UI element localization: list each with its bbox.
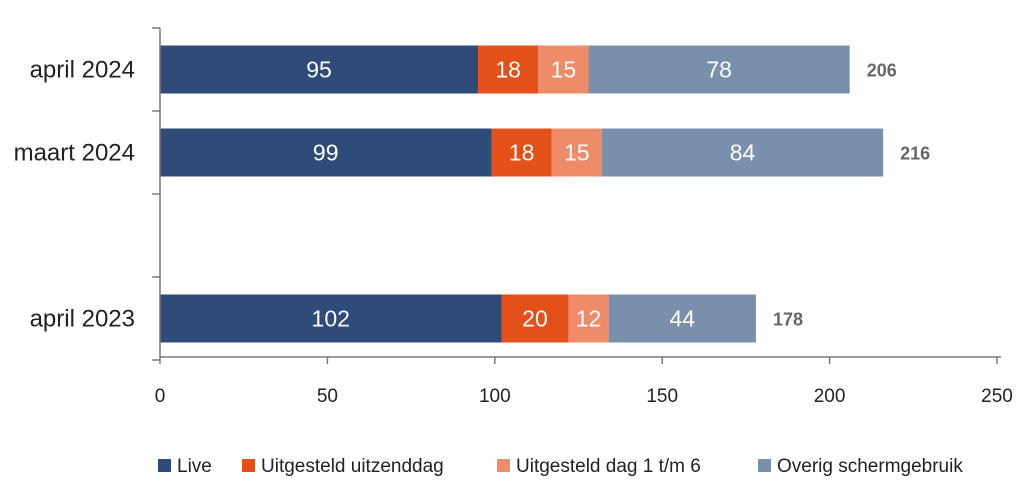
segment-value-label: 102: [312, 306, 350, 332]
bar-segment-4: [601, 128, 884, 177]
bar-segment-3: [551, 128, 602, 177]
x-tick-label: 100: [479, 386, 511, 407]
bar-segment-2: [501, 294, 569, 343]
segment-value-label: 12: [576, 306, 602, 332]
bar-segment-4: [608, 294, 756, 343]
segment-value-label: 15: [564, 140, 590, 166]
category-label: maart 2024: [14, 140, 135, 167]
segment-value-label: 95: [306, 57, 332, 83]
legend: Live Uitgesteld uitzenddag Uitgesteld dag …: [158, 456, 963, 477]
bar-segment-2: [491, 128, 552, 177]
x-tick-label: 150: [646, 386, 678, 407]
segment-value-label: 18: [509, 140, 535, 166]
x-tick-label: 200: [814, 386, 846, 407]
category-label: april 2023: [30, 306, 135, 333]
legend-swatch: [242, 459, 255, 472]
segment-value-label: 84: [730, 140, 756, 166]
legend-swatch: [497, 459, 510, 472]
segment-value-label: 99: [313, 140, 339, 166]
bars-layer: 95 18 15 78 206 99 18 15 84 216 102 20 12 44 178: [160, 45, 930, 343]
legend-label: Uitgesteld dag 1 t/m 6: [516, 456, 701, 477]
x-tick-label: 50: [317, 386, 338, 407]
bar-segment-4: [588, 45, 850, 94]
legend-label: Uitgesteld uitzenddag: [261, 456, 444, 477]
x-tick-label: 250: [981, 386, 1013, 407]
legend-swatch: [758, 459, 771, 472]
legend-swatch: [158, 459, 171, 472]
bar-segment-3: [568, 294, 609, 343]
segment-value-label: 78: [706, 57, 732, 83]
legend-label: Live: [177, 456, 212, 477]
segment-value-label: 20: [522, 306, 548, 332]
segment-value-label: 18: [495, 57, 521, 83]
x-tick-label: 0: [155, 386, 166, 407]
category-label: april 2024: [30, 57, 135, 84]
axes: april 2024 maart 2024 april 2023 0 50 100 150 2…: [14, 27, 1013, 407]
bar-segment-1: [160, 294, 502, 343]
total-value-label: 178: [773, 310, 803, 330]
bar-segment-1: [160, 45, 479, 94]
segment-value-label: 15: [551, 57, 577, 83]
bar-segment-1: [160, 128, 492, 177]
bar-segment-3: [538, 45, 589, 94]
legend-label: Overig schermgebruik: [777, 456, 963, 477]
total-value-label: 216: [900, 144, 930, 164]
bar-segment-2: [478, 45, 539, 94]
segment-value-label: 44: [669, 306, 695, 332]
total-value-label: 206: [867, 61, 897, 81]
